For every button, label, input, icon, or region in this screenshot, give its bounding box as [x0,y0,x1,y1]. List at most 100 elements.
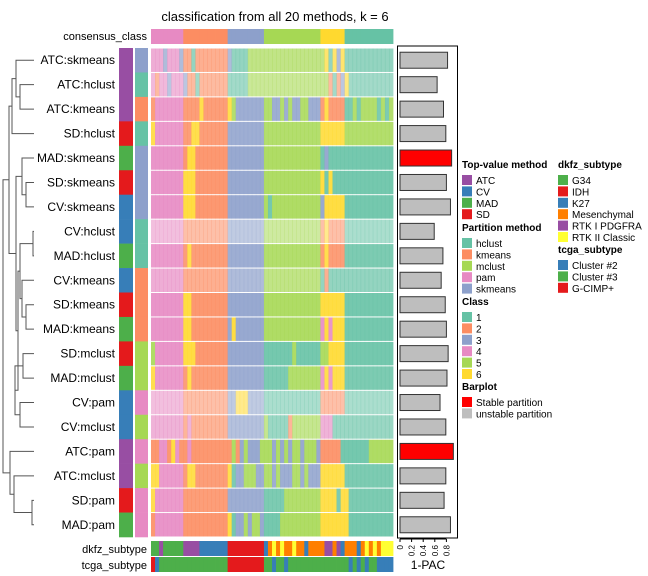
heatmap-cell [344,390,350,415]
dkfz-cell [267,541,273,556]
heatmap-cell [263,366,269,390]
heatmap-cell [336,317,341,341]
heatmap-cell [324,121,329,146]
legend-item-label: Mesenchymal [572,210,634,221]
heatmap-cell [328,268,333,292]
heatmap-cell [175,170,180,195]
heatmap-cell [243,244,249,268]
tcga-cell [340,557,345,572]
heatmap-cell [255,390,261,415]
heatmap-cell [276,439,281,464]
heatmap-cell [203,170,208,195]
heatmap-cell [360,146,366,170]
heatmap-cell [312,72,317,97]
heatmap-cell [219,48,224,72]
heatmap-cell [324,293,329,317]
consensus-cell [167,29,172,44]
heatmap-cell [179,488,184,513]
heatmap-cell [388,72,394,97]
heatmap-cell [296,293,301,317]
heatmap-cell [259,244,265,268]
heatmap-cell [328,48,333,72]
consensus-cell [300,29,305,44]
legend-swatch [558,232,568,242]
heatmap-cell [384,244,390,268]
heatmap-cell [328,170,333,195]
heatmap-cell [280,146,285,170]
dkfz-cell [167,541,172,556]
consensus-cell [187,29,192,44]
heatmap-cell [219,121,224,146]
legend-swatch [462,312,472,322]
heatmap-cell [340,464,345,488]
heatmap-cell [280,268,285,292]
heatmap-cell [255,195,261,219]
heatmap-cell [155,415,160,439]
heatmap-cell [191,268,196,292]
heatmap-cell [175,366,180,390]
heatmap-cell [215,121,220,146]
heatmap-cell [276,341,281,366]
heatmap-cell [352,390,358,415]
heatmap-cell [191,219,196,244]
heatmap-cell [312,219,317,244]
heatmap-cell [175,268,180,292]
heatmap-cell [191,415,196,439]
heatmap-cell [320,97,325,121]
pac-bar [399,222,435,240]
heatmap-cell [356,72,362,97]
heatmap-cell [167,513,172,537]
heatmap-cell [348,268,354,292]
heatmap-cell [199,390,204,415]
heatmap-cell [203,195,208,219]
heatmap-cell [247,170,253,195]
heatmap-cell [368,146,374,170]
heatmap-cell [344,170,350,195]
heatmap-cell [324,48,329,72]
heatmap-cell [231,244,237,268]
dkfz-cell [239,541,245,556]
heatmap-cell [179,513,184,537]
barplot-x-label: 1-PAC [411,558,446,572]
heatmap-cell [199,366,204,390]
heatmap-cell [227,464,233,488]
heatmap-cell [167,121,172,146]
heatmap-cell [235,244,241,268]
heatmap-cell [191,390,196,415]
heatmap-cell [320,244,325,268]
heatmap-cell [384,390,390,415]
heatmap-cell [235,268,241,292]
heatmap-cell [332,170,337,195]
heatmap-cell [243,366,249,390]
dkfz-cell [187,541,192,556]
heatmap-cell [280,488,285,513]
legend-item-label: Cluster #2 [572,261,618,272]
heatmap-cell [187,268,192,292]
tcga-cell [255,557,261,572]
legend-swatch [558,271,568,282]
heatmap-cell [155,268,160,292]
dendrogram-branch [22,353,34,379]
heatmap-cell [288,415,293,439]
heatmap-cell [300,146,305,170]
heatmap-cell [179,121,184,146]
heatmap-cell [195,366,200,390]
heatmap-cell [151,121,156,146]
heatmap-cell [175,121,180,146]
heatmap-cell [304,341,309,366]
heatmap-cell [300,244,305,268]
heatmap-cell [344,97,350,121]
heatmap-cell [223,146,229,170]
heatmap-cell [364,488,370,513]
row-CV-kmeans: CV:kmeans [53,268,442,293]
heatmap-cell [304,195,309,219]
heatmap-cell [308,97,313,121]
method-annotation-cell [119,170,133,195]
heatmap-cell [263,268,269,292]
tcga-cell [163,557,168,572]
heatmap-cell [352,48,358,72]
heatmap-cell [187,317,192,341]
heatmap-cell [348,219,354,244]
heatmap-cell [340,366,345,390]
heatmap-cell [183,513,188,537]
